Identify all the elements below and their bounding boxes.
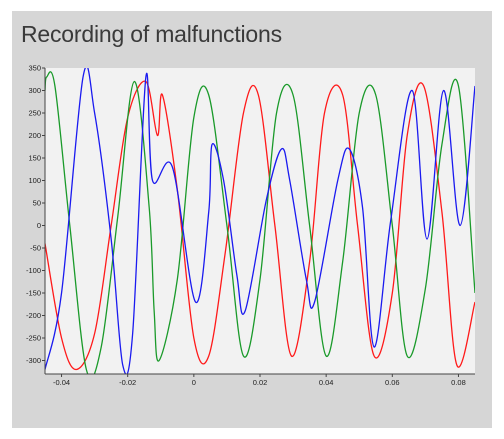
x-tick-label: 0.04 (319, 378, 334, 387)
axis-layer: 350 300 250 200 150 100 50 0 -50 -100 -150 -200 -250… (26, 64, 475, 387)
series-line-red (45, 80, 475, 371)
panel-title: Recording of malfunctions (21, 21, 282, 47)
y-tick-label: 50 (33, 199, 41, 208)
y-tick-label: 350 (28, 64, 41, 73)
y-tick-label: 200 (28, 131, 41, 140)
series-layer (45, 68, 475, 374)
y-tick-label: -150 (26, 289, 41, 298)
y-tick-label: 0 (37, 221, 41, 230)
x-tick-label: -0.02 (119, 378, 136, 387)
y-tick-label: -200 (26, 311, 41, 320)
y-tick-label: -300 (26, 356, 41, 365)
y-tick-label: -100 (26, 266, 41, 275)
y-tick-label: 100 (28, 176, 41, 185)
y-tick-label: -50 (30, 244, 41, 253)
x-tick-label: -0.04 (53, 378, 70, 387)
x-tick-label: 0.08 (451, 378, 466, 387)
y-tick-label: -250 (26, 334, 41, 343)
y-tick-label: 250 (28, 109, 41, 118)
y-tick-label: 150 (28, 154, 41, 163)
series-line-blue (45, 68, 475, 374)
x-tick-label: 0 (192, 378, 196, 387)
y-tick-label: 300 (28, 86, 41, 95)
x-tick-label: 0.02 (253, 378, 268, 387)
series-line-green (45, 71, 475, 374)
x-tick-label: 0.06 (385, 378, 400, 387)
